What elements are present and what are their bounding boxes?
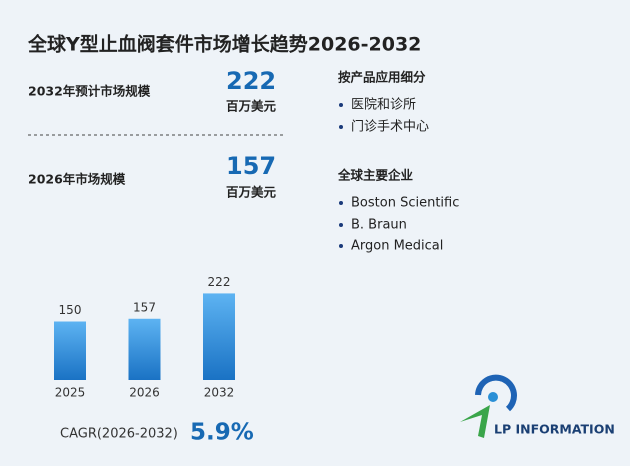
current-unit: 百万美元 <box>226 185 277 200</box>
title: 全球Y型止血阀套件市场增长趋势2026-2032 <box>27 33 421 56</box>
current-value: 157 <box>226 152 276 180</box>
logo: LP INFORMATION <box>460 374 615 438</box>
companies-heading: 全球主要企业 <box>337 168 414 183</box>
company-item: Argon Medical <box>351 239 443 254</box>
bullet <box>339 103 343 107</box>
company-item: Boston Scientific <box>351 196 459 211</box>
x-tick-label: 2032 <box>204 386 235 400</box>
bar <box>54 321 86 380</box>
bullet <box>339 201 343 205</box>
forecast-unit: 百万美元 <box>226 99 277 114</box>
segment-item: 医院和诊所 <box>351 98 416 113</box>
bar <box>203 293 235 380</box>
cagr-label: CAGR(2026-2032) <box>60 427 178 442</box>
forecast-value: 222 <box>226 67 276 95</box>
logo-arc <box>475 374 517 412</box>
bar <box>128 318 161 380</box>
cagr-value: 5.9% <box>190 420 254 446</box>
value-label: 150 <box>59 303 82 317</box>
company-item: B. Braun <box>351 218 407 233</box>
value-label: 222 <box>208 275 231 289</box>
value-label: 157 <box>133 300 156 314</box>
bullet <box>339 125 343 129</box>
forecast-label: 2032年预计市场规模 <box>28 84 151 99</box>
x-tick-label: 2026 <box>129 386 160 400</box>
logo-dot <box>488 392 498 402</box>
logo-text: LP INFORMATION <box>494 422 615 437</box>
x-tick-label: 2025 <box>55 386 86 400</box>
current-label: 2026年市场规模 <box>28 172 126 187</box>
bullet <box>339 244 343 248</box>
segment-item: 门诊手术中心 <box>351 120 429 135</box>
logo-figure <box>460 405 490 438</box>
segments-heading: 按产品应用细分 <box>338 70 426 85</box>
bullet <box>339 223 343 227</box>
